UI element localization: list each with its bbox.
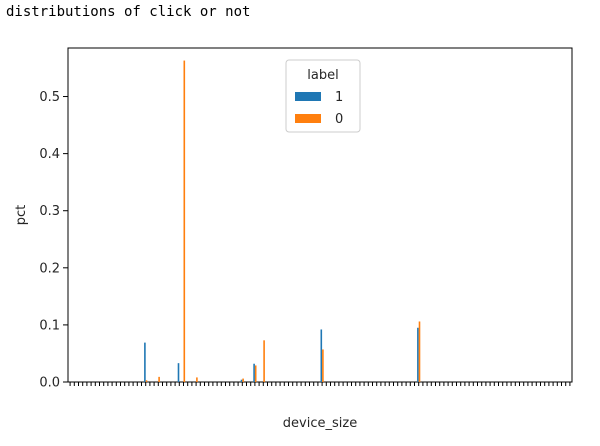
bar-series-0 bbox=[183, 60, 186, 383]
bar-series-0 bbox=[263, 340, 265, 382]
bars bbox=[144, 60, 421, 383]
y-tick-label: 0.5 bbox=[39, 90, 60, 105]
y-axis-label: pct bbox=[14, 205, 29, 226]
x-axis-label: device_size bbox=[283, 416, 357, 431]
bar-series-0 bbox=[158, 376, 160, 382]
x-axis bbox=[69, 382, 571, 386]
y-axis: 0.0 0.1 0.2 0.3 0.4 0.5 bbox=[39, 90, 68, 391]
legend: label 1 0 bbox=[285, 59, 361, 133]
y-tick-label: 0.3 bbox=[39, 204, 60, 219]
bar-series-0 bbox=[418, 321, 421, 382]
bar-series-1 bbox=[144, 342, 146, 382]
legend-label-1: 1 bbox=[335, 90, 343, 105]
cell-output-text: distributions of click or not bbox=[6, 4, 251, 20]
legend-swatch-0 bbox=[295, 114, 321, 123]
bar-series-0 bbox=[322, 349, 324, 382]
bar-series-1 bbox=[320, 329, 323, 382]
bar-series-1 bbox=[253, 363, 255, 382]
y-tick-label: 0.4 bbox=[39, 147, 60, 162]
bar-series-0 bbox=[145, 380, 148, 382]
bar-series-1 bbox=[177, 363, 180, 382]
bar-series-0 bbox=[196, 377, 198, 382]
bar-series-0 bbox=[242, 378, 244, 382]
bar-series-1 bbox=[417, 327, 419, 382]
legend-title: label bbox=[307, 68, 338, 83]
bar-series-0 bbox=[254, 365, 257, 382]
legend-label-0: 0 bbox=[335, 112, 343, 127]
y-tick-label: 0.0 bbox=[39, 376, 60, 391]
bar-series-1 bbox=[240, 379, 243, 382]
legend-swatch-1 bbox=[295, 92, 321, 101]
y-tick-label: 0.1 bbox=[39, 318, 60, 333]
y-tick-label: 0.2 bbox=[39, 261, 60, 276]
